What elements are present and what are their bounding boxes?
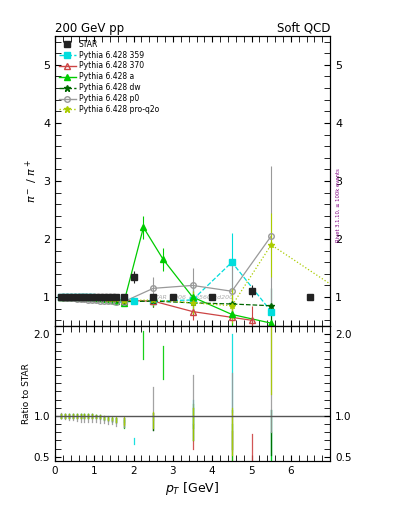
Text: STAR_2006_I565600:d200: STAR_2006_I565600:d200	[152, 294, 233, 300]
Text: Soft QCD: Soft QCD	[277, 22, 330, 35]
Legend: STAR, Pythia 6.428 359, Pythia 6.428 370, Pythia 6.428 a, Pythia 6.428 dw, Pythi: STAR, Pythia 6.428 359, Pythia 6.428 370…	[57, 38, 160, 116]
Text: Rivet 3.1.10, ≥ 100k events: Rivet 3.1.10, ≥ 100k events	[336, 168, 341, 242]
Text: 200 GeV pp: 200 GeV pp	[55, 22, 124, 35]
X-axis label: $p_T$ [GeV]: $p_T$ [GeV]	[165, 480, 220, 497]
Y-axis label: Ratio to STAR: Ratio to STAR	[22, 363, 31, 424]
Y-axis label: $\pi^-$ / $\pi^+$: $\pi^-$ / $\pi^+$	[24, 159, 40, 203]
